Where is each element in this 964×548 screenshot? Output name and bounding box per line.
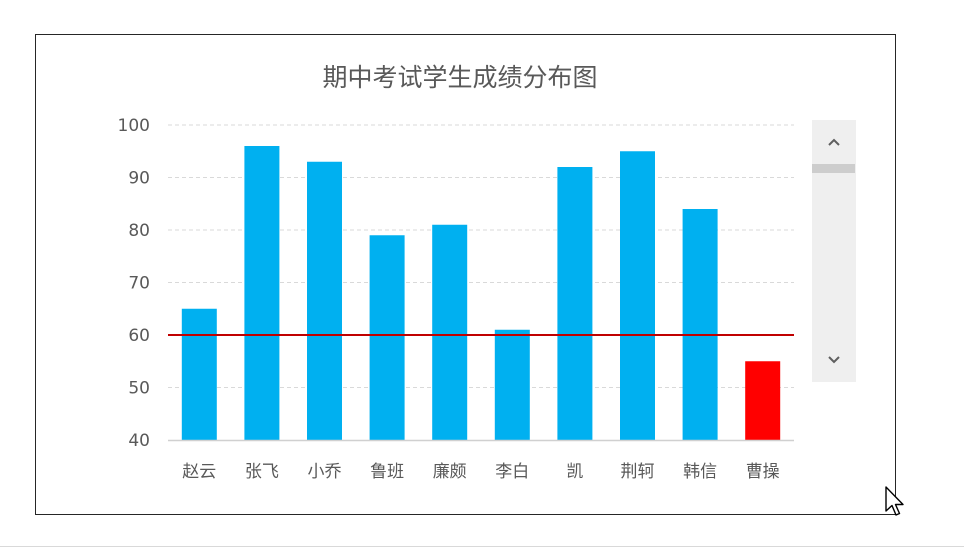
x-category-label: 韩信: [683, 462, 717, 482]
y-tick-label-60: 60: [128, 326, 150, 346]
x-category-label: 小乔: [308, 462, 342, 482]
bar-凯: [557, 167, 593, 440]
bar-曹操: [745, 361, 781, 440]
bar-韩信: [682, 209, 718, 440]
x-category-label: 荆轲: [621, 462, 655, 482]
y-tick-label-70: 70: [128, 274, 150, 294]
bar-荆轲: [620, 151, 655, 440]
x-category-label: 凯: [566, 462, 583, 482]
y-tick-label-40: 40: [128, 431, 150, 451]
window-bottom-divider: [0, 546, 964, 547]
x-category-label: 鲁班: [370, 462, 404, 482]
bars: [181, 146, 781, 440]
x-category-label: 廉颇: [433, 462, 467, 482]
chart-title: 期中考试学生成绩分布图: [322, 63, 597, 92]
x-category-label: 李白: [495, 462, 529, 482]
y-tick-label-50: 50: [128, 379, 150, 399]
bar-鲁班: [369, 235, 405, 440]
y-tick-label-90: 90: [128, 169, 150, 189]
x-category-label: 张飞: [245, 462, 279, 482]
bar-李白: [494, 329, 530, 440]
x-axis-category-labels: 赵云 张飞 小乔 鲁班 廉颇 李白 凯 荆轲 韩信 曹操: [182, 462, 779, 482]
chevron-down-icon: [828, 356, 840, 364]
chevron-up-icon: [828, 138, 840, 146]
y-tick-label-100: 100: [118, 116, 150, 136]
bar-张飞: [244, 146, 280, 440]
bar-小乔: [307, 161, 342, 440]
mouse-pointer-icon: [885, 486, 904, 516]
x-category-label: 赵云: [182, 462, 216, 482]
scroll-thumb[interactable]: [812, 164, 855, 173]
scroll-up-button[interactable]: [812, 120, 856, 164]
y-tick-label-80: 80: [128, 221, 150, 241]
bar-廉颇: [432, 224, 468, 440]
bar-赵云: [181, 308, 217, 440]
scroll-down-button[interactable]: [812, 338, 856, 382]
y-axis-tick-labels: 40 50 60 70 80 90 100: [118, 116, 150, 451]
x-category-label: 曹操: [746, 462, 780, 482]
vertical-scrollbar[interactable]: [812, 120, 856, 382]
